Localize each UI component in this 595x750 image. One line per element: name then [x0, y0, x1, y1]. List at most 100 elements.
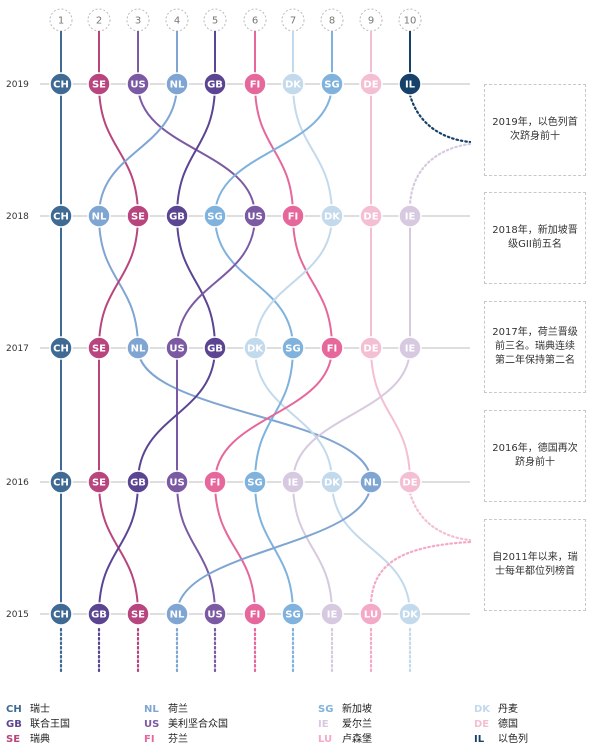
node-label: DK: [324, 478, 341, 489]
legend-country-name: 卢森堡: [342, 734, 372, 745]
node-GB-2017: GB: [203, 336, 227, 360]
legend-item-ie: IE 爱尔兰: [318, 715, 372, 730]
node-GB-2018: GB: [165, 204, 189, 228]
link-SE-2019-2018: [98, 83, 139, 217]
exit-DE-2016: [408, 491, 472, 542]
node-DE-2016: DE: [398, 470, 422, 494]
node-circle: [320, 72, 344, 96]
node-DK-2019: DK: [281, 72, 305, 96]
node-IE-2017: IE: [398, 336, 422, 360]
node-circle: [320, 470, 344, 494]
legend-country-name: 以色列: [498, 734, 528, 745]
legend-code: NL: [144, 704, 159, 715]
legend-country-name: 爱尔兰: [342, 719, 372, 730]
link-FI-2016-2015: [214, 481, 256, 615]
node-label: DE: [363, 344, 378, 355]
node-label: SE: [131, 610, 145, 621]
link-DE-2017-2016: [370, 347, 411, 483]
rank-header-10: 10: [404, 16, 417, 27]
node-circle: [126, 602, 150, 626]
link-GB-2018-2017: [176, 215, 216, 349]
node-US-2019: US: [126, 72, 150, 96]
rank-header-9: 9: [368, 16, 374, 27]
node-label: DK: [247, 344, 264, 355]
link-DK-2017-2016: [254, 347, 333, 483]
legend-item-lu: LU 卢森堡: [318, 730, 372, 745]
node-NL-2017: NL: [126, 336, 150, 360]
node-label: FI: [327, 344, 338, 355]
node-DK-2017: DK: [243, 336, 267, 360]
node-circle: [281, 602, 305, 626]
node-circle: [87, 602, 111, 626]
legend-item-us: US 美利坚合众国: [144, 715, 228, 730]
node-label: FI: [250, 610, 261, 621]
node-label: US: [207, 610, 222, 621]
legend-code: DE: [474, 719, 490, 730]
node-label: US: [130, 80, 145, 91]
node-circle: [126, 72, 150, 96]
legend-country-name: 瑞士: [30, 704, 50, 715]
node-SG-2016: SG: [243, 470, 267, 494]
node-FI-2019: FI: [243, 72, 267, 96]
year-label-2017: 2017: [6, 344, 29, 354]
node-circle: [203, 204, 227, 228]
node-label: GB: [91, 610, 107, 621]
node-CH-2015: CH: [49, 602, 73, 626]
node-label: DE: [363, 212, 378, 223]
legend-country-name: 瑞典: [30, 734, 50, 745]
year-label-2016: 2016: [6, 478, 29, 488]
rank-header-4: 4: [174, 16, 180, 27]
rank-header-6: 6: [252, 16, 258, 27]
node-circle: [243, 336, 267, 360]
node-DK-2015: DK: [398, 602, 422, 626]
legend-item-de: DE 德国: [474, 715, 518, 730]
annotation-2015: 自2011年以来，瑞士每年都位列榜首: [484, 519, 586, 611]
node-SE-2019: SE: [87, 72, 111, 96]
node-NL-2018: NL: [87, 204, 111, 228]
link-SE-2018-2017: [98, 215, 139, 349]
node-circle: [398, 470, 422, 494]
legend-country-name: 新加坡: [342, 704, 372, 715]
node-circle: [359, 336, 383, 360]
node-circle: [243, 602, 267, 626]
annotation-2017: 2017年，荷兰晋级前三名。瑞典连续第二年保持第二名: [484, 301, 586, 393]
legend-code: LU: [318, 734, 333, 745]
legend-code: FI: [144, 734, 155, 745]
node-SG-2018: SG: [203, 204, 227, 228]
node-label: CH: [53, 344, 69, 355]
node-circle: [165, 72, 189, 96]
node-circle: [126, 336, 150, 360]
node-label: GB: [207, 80, 223, 91]
legend-code: SE: [6, 734, 21, 745]
node-label: GB: [169, 212, 185, 223]
node-circle: [281, 204, 305, 228]
legend-item-dk: DK 丹麦: [474, 700, 518, 715]
legend-country-name: 丹麦: [498, 704, 518, 715]
node-circle: [398, 204, 422, 228]
node-circle: [165, 336, 189, 360]
node-circle: [49, 470, 73, 494]
annotation-2016: 2016年，德国再次跻身前十: [484, 410, 586, 502]
legend-item-il: IL 以色列: [474, 730, 528, 745]
legend-item-gb: GB 联合王国: [6, 715, 70, 730]
legend-code: US: [144, 719, 160, 730]
node-label: IE: [405, 344, 416, 355]
node-NL-2015: NL: [165, 602, 189, 626]
node-SE-2016: SE: [87, 470, 111, 494]
bump-chart: 2019 2018 2017 2016 2015 1 2 3 4 5 6 7 8 9 10 CH SE US NL G…: [6, 8, 472, 674]
legend-item-ch: CH 瑞士: [6, 700, 50, 715]
rank-header-1: 1: [58, 16, 64, 27]
legend-item-se: SE 瑞典: [6, 730, 50, 745]
node-US-2015: US: [203, 602, 227, 626]
link-SG-2018-2017: [214, 215, 294, 349]
node-SE-2018: SE: [126, 204, 150, 228]
node-label: SE: [92, 80, 106, 91]
node-FI-2018: FI: [281, 204, 305, 228]
node-label: CH: [53, 80, 69, 91]
node-label: SG: [285, 344, 300, 355]
node-circle: [203, 72, 227, 96]
node-label: SE: [92, 478, 106, 489]
link-SG-2019-2018: [214, 83, 333, 217]
node-label: NL: [131, 344, 146, 355]
node-circle: [165, 470, 189, 494]
